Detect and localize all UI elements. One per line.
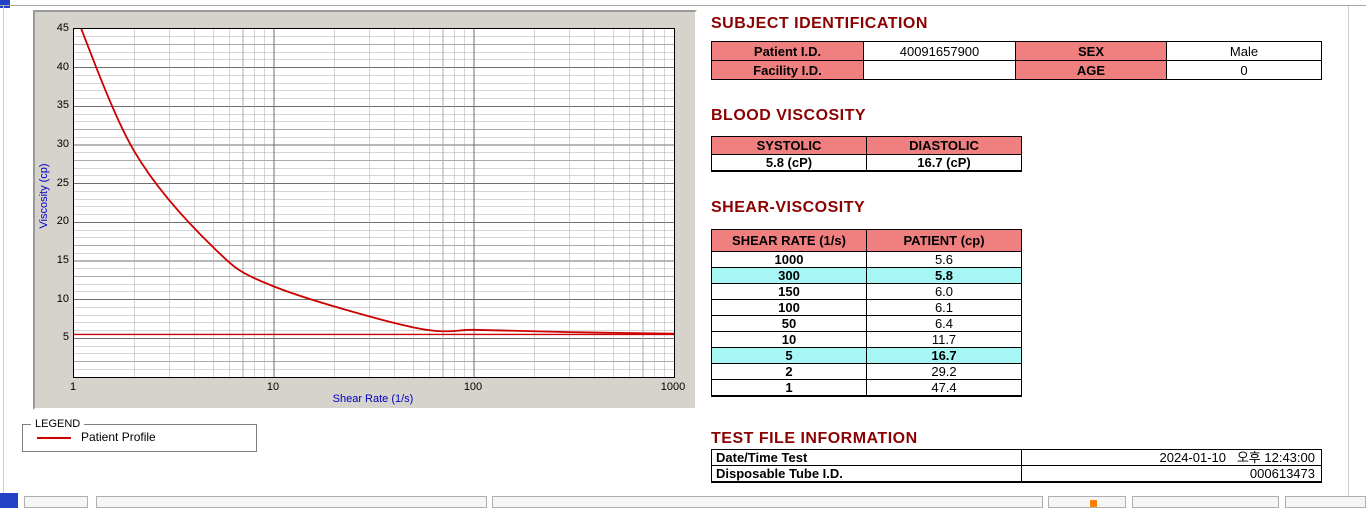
table-row: Patient I.D. 40091657900 SEX Male <box>711 41 1322 61</box>
shear-rate-cell: 100 <box>711 299 867 316</box>
taskbar-item[interactable] <box>24 496 88 508</box>
systolic-value: 5.8 (cP) <box>711 154 867 172</box>
patient-cp-cell: 11.7 <box>866 331 1022 348</box>
systolic-header: SYSTOLIC <box>711 136 867 155</box>
legend-title: LEGEND <box>31 418 85 430</box>
y-tick-label: 10 <box>56 292 69 305</box>
patient-id-label: Patient I.D. <box>711 41 864 61</box>
test-file-information-title: TEST FILE INFORMATION <box>711 430 918 447</box>
patient-cp-cell: 6.0 <box>866 283 1022 300</box>
y-tick-label: 45 <box>56 22 69 34</box>
table-row: 50 6.4 <box>711 315 1022 332</box>
age-value: 0 <box>1166 60 1322 80</box>
patient-id-value: 40091657900 <box>863 41 1016 61</box>
y-tick-label: 40 <box>56 60 69 73</box>
diastolic-value: 16.7 (cP) <box>866 154 1022 172</box>
table-row: Facility I.D. AGE 0 <box>711 60 1322 80</box>
blood-viscosity-table: SYSTOLIC DIASTOLIC 5.8 (cP) 16.7 (cP) <box>711 136 1022 172</box>
y-axis-title: Viscosity (cp) <box>38 163 50 229</box>
table-row-highlighted: 300 5.8 <box>711 267 1022 284</box>
shear-rate-cell: 5 <box>711 347 867 364</box>
shear-rate-cell: 10 <box>711 331 867 348</box>
patient-cp-header: PATIENT (cp) <box>866 229 1022 252</box>
diastolic-header: DIASTOLIC <box>866 136 1022 155</box>
x-tick-label: 100 <box>463 381 483 393</box>
x-tick-label: 10 <box>266 381 280 393</box>
table-row: Date/Time Test 2024-01-10 오후 12:43:00 <box>711 449 1322 466</box>
subject-identification-table: Patient I.D. 40091657900 SEX Male Facili… <box>711 41 1322 80</box>
y-tick-label: 5 <box>62 331 69 344</box>
shear-rate-cell: 1 <box>711 379 867 397</box>
taskbar-item[interactable] <box>1285 496 1366 508</box>
window-left-border <box>3 6 4 503</box>
taskbar-item[interactable] <box>1048 496 1126 508</box>
table-row: Disposable Tube I.D. 000613473 <box>711 465 1322 483</box>
table-row: 1 47.4 <box>711 379 1022 397</box>
patient-cp-cell: 5.6 <box>866 251 1022 268</box>
disposable-tube-id-value: 000613473 <box>1021 465 1322 483</box>
date-time-test-value: 2024-01-10 오후 12:43:00 <box>1021 449 1322 466</box>
shear-rate-cell: 300 <box>711 267 867 284</box>
age-label: AGE <box>1015 60 1167 80</box>
x-axis-title: Shear Rate (1/s) <box>332 393 414 405</box>
window-corner-accent <box>0 0 10 8</box>
test-file-information-table: Date/Time Test 2024-01-10 오후 12:43:00 Di… <box>711 449 1322 483</box>
patient-cp-cell: 29.2 <box>866 363 1022 380</box>
plot-area <box>73 28 675 378</box>
patient-cp-cell: 6.1 <box>866 299 1022 316</box>
table-row: SHEAR RATE (1/s) PATIENT (cp) <box>711 229 1022 252</box>
legend-entry-label: Patient Profile <box>81 430 156 444</box>
table-row: 100 6.1 <box>711 299 1022 316</box>
patient-cp-cell: 6.4 <box>866 315 1022 332</box>
date-time-test-label: Date/Time Test <box>711 449 1022 466</box>
patient-cp-cell: 16.7 <box>866 347 1022 364</box>
table-row-highlighted: 5 16.7 <box>711 347 1022 364</box>
x-tick-label: 1 <box>69 381 77 393</box>
taskbar-start-accent[interactable] <box>0 493 18 508</box>
x-tick-label: 1000 <box>660 381 686 393</box>
table-row: 1000 5.6 <box>711 251 1022 268</box>
subject-identification-title: SUBJECT IDENTIFICATION <box>711 15 928 32</box>
disposable-tube-id-label: Disposable Tube I.D. <box>711 465 1022 483</box>
table-row: 2 29.2 <box>711 363 1022 380</box>
viscosity-chart-panel: Viscosity (cp) Shear Rate (1/s) 5 10 15 20 2… <box>33 10 697 410</box>
patient-cp-cell: 47.4 <box>866 379 1022 397</box>
table-row: 150 6.0 <box>711 283 1022 300</box>
viscosity-chart-svg <box>74 29 674 377</box>
taskbar-status-icon <box>1090 500 1097 507</box>
facility-id-value <box>863 60 1016 80</box>
sex-label: SEX <box>1015 41 1167 61</box>
taskbar-item[interactable] <box>96 496 487 508</box>
table-row: 5.8 (cP) 16.7 (cP) <box>711 154 1022 172</box>
shear-viscosity-title: SHEAR-VISCOSITY <box>711 199 866 216</box>
shear-rate-cell: 50 <box>711 315 867 332</box>
shear-rate-cell: 150 <box>711 283 867 300</box>
patient-cp-cell: 5.8 <box>866 267 1022 284</box>
y-tick-label: 35 <box>56 99 69 112</box>
shear-rate-cell: 1000 <box>711 251 867 268</box>
taskbar-item[interactable] <box>1132 496 1279 508</box>
sex-value: Male <box>1166 41 1322 61</box>
y-tick-label: 20 <box>56 215 69 228</box>
legend-line-sample <box>37 437 71 439</box>
shear-rate-cell: 2 <box>711 363 867 380</box>
facility-id-label: Facility I.D. <box>711 60 864 80</box>
table-row: 10 11.7 <box>711 331 1022 348</box>
table-row: SYSTOLIC DIASTOLIC <box>711 136 1022 155</box>
window-top-border <box>0 5 1366 6</box>
shear-rate-header: SHEAR RATE (1/s) <box>711 229 867 252</box>
y-tick-label: 15 <box>56 254 69 266</box>
legend-box: LEGEND Patient Profile <box>22 418 257 452</box>
shear-viscosity-table: SHEAR RATE (1/s) PATIENT (cp) 1000 5.6 3… <box>711 229 1022 397</box>
taskbar-item[interactable] <box>492 496 1043 508</box>
y-tick-label: 30 <box>56 138 69 150</box>
window-right-border <box>1348 6 1349 503</box>
blood-viscosity-title: BLOOD VISCOSITY <box>711 107 867 124</box>
y-tick-label: 25 <box>56 176 69 189</box>
